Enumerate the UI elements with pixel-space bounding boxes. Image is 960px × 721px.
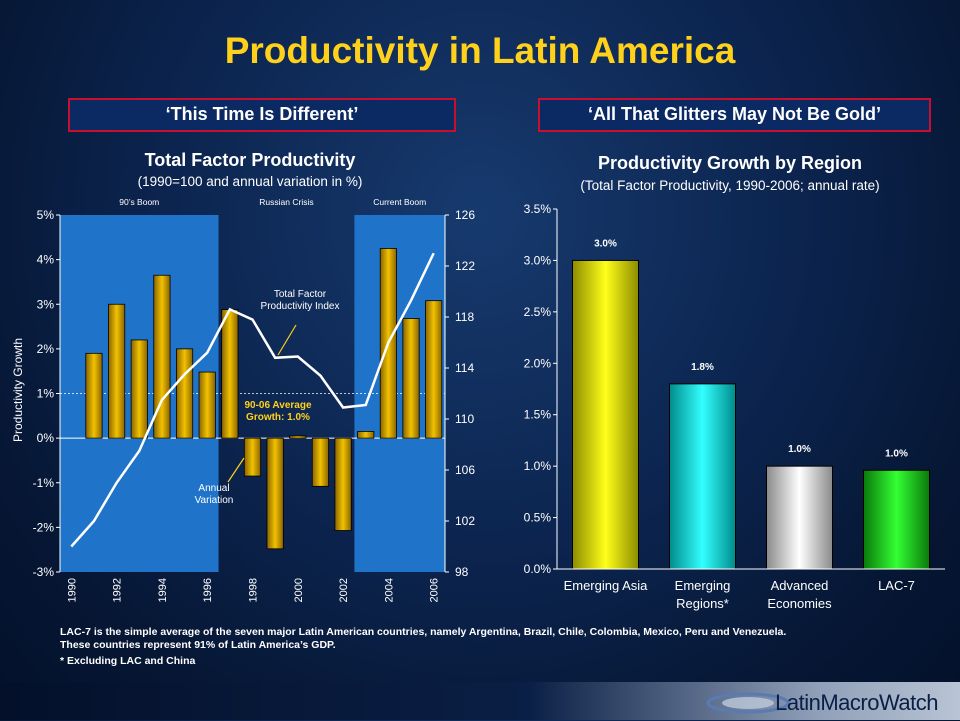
y2-tick-label: 126 xyxy=(455,208,475,222)
category-label: Emerging xyxy=(675,578,731,593)
y2-tick-label: 102 xyxy=(455,514,475,528)
y-axis-title: Productivity Growth xyxy=(11,338,25,442)
data-label: 3.0% xyxy=(594,238,617,249)
bar xyxy=(198,371,216,439)
footnote-line-1: LAC-7 is the simple average of the seven… xyxy=(60,626,787,638)
right-chart-subtitle: (Total Factor Productivity, 1990-2006; a… xyxy=(580,178,880,193)
y-tick-label: 1.0% xyxy=(524,459,552,473)
y-tick-label: 5% xyxy=(37,208,55,222)
tfp-chart: 90’s Boom Russian Crisis Current Boom 5% 4% 3… xyxy=(11,197,475,602)
category-label: Economies xyxy=(767,596,832,611)
category-label: Regions* xyxy=(676,596,729,611)
y-tick-label: 2% xyxy=(37,342,55,356)
bar xyxy=(85,352,103,439)
data-label: 1.0% xyxy=(788,444,811,455)
bar xyxy=(402,318,420,439)
y2-tick-label: 98 xyxy=(455,565,469,579)
footnote: LAC-7 is the simple average of the seven… xyxy=(60,626,920,668)
index-arrow xyxy=(277,324,297,356)
index-line xyxy=(70,252,435,548)
right-chart-title: Productivity Growth by Region xyxy=(597,153,862,173)
period-label: 90’s Boom xyxy=(119,197,159,207)
index-annotation: Total Factor xyxy=(274,289,327,300)
average-annotation: Growth: 1.0% xyxy=(246,412,310,423)
x-tick-label: 1990 xyxy=(66,578,78,602)
y-tick-label: -2% xyxy=(33,520,55,534)
y-tick-label: 4% xyxy=(37,253,55,267)
y2-tick-label: 122 xyxy=(455,259,475,273)
y-tick-label: 3.0% xyxy=(524,253,552,267)
period-label: Current Boom xyxy=(373,197,426,207)
y-tick-label: 2.5% xyxy=(524,305,552,319)
y-tick-label: -3% xyxy=(33,565,55,579)
x-tick-label: 2000 xyxy=(293,578,305,602)
y2-tick-label: 114 xyxy=(455,361,474,375)
y2-tick-label: 118 xyxy=(455,310,474,324)
bar xyxy=(266,437,284,550)
y-tick-label: 2.0% xyxy=(524,356,552,370)
bar xyxy=(766,465,833,570)
bar xyxy=(130,339,148,439)
category-label: LAC-7 xyxy=(878,578,915,593)
bar xyxy=(572,259,639,570)
x-tick-label: 1994 xyxy=(157,578,169,602)
bar xyxy=(153,274,171,439)
variation-arrow xyxy=(227,457,245,483)
bar xyxy=(311,437,329,487)
variation-annotation: Variation xyxy=(195,495,234,506)
right-heading-box: ‘All That Glitters May Not Be Gold’ xyxy=(538,98,931,132)
page-title: Productivity in Latin America xyxy=(224,30,736,71)
index-annotation: Productivity Index xyxy=(261,301,340,312)
bar xyxy=(243,437,262,477)
y2-tick-label: 106 xyxy=(455,463,475,477)
bar xyxy=(863,469,930,570)
bar xyxy=(357,431,375,439)
footnote-line-3: * Excluding LAC and China xyxy=(60,655,196,667)
footer-band xyxy=(0,682,960,720)
period-label: Russian Crisis xyxy=(259,197,313,207)
globe-logo-icon xyxy=(704,690,792,721)
y-tick-label: 1.5% xyxy=(524,408,552,422)
left-chart-title: Total Factor Productivity xyxy=(144,150,356,170)
region-chart: 3.5% 3.0% 2.5% 2.0% 1.5% 1.0% 0.5% 0.0% 3.0% Emer… xyxy=(524,202,930,611)
bar xyxy=(425,300,443,439)
left-heading-box: ‘This Time Is Different’ xyxy=(68,98,456,132)
data-label: 1.0% xyxy=(885,448,908,459)
bar xyxy=(334,437,352,531)
y-tick-label: 3.5% xyxy=(524,202,552,216)
bar xyxy=(289,435,307,439)
footnote-line-2: These countries represent 91% of Latin A… xyxy=(60,639,336,651)
y-tick-label: -1% xyxy=(33,476,55,490)
average-annotation: 90-06 Average xyxy=(244,400,312,411)
x-tick-label: 2004 xyxy=(383,578,395,602)
y-tick-label: 0% xyxy=(37,431,55,445)
y2-tick-label: 110 xyxy=(455,412,474,426)
bar xyxy=(669,383,736,570)
left-chart-subtitle: (1990=100 and annual variation in %) xyxy=(137,174,363,189)
brand-logo-text: LatinMacroWatch xyxy=(775,690,938,715)
category-label: Advanced xyxy=(771,578,829,593)
x-tick-label: 1998 xyxy=(248,578,260,602)
data-label: 1.8% xyxy=(691,362,714,373)
category-label: Emerging Asia xyxy=(564,578,649,593)
y-tick-label: 0.5% xyxy=(524,511,552,525)
x-tick-label: 2006 xyxy=(429,578,441,602)
bar xyxy=(108,303,126,439)
x-tick-label: 1992 xyxy=(112,578,124,602)
x-tick-label: 2002 xyxy=(338,578,350,602)
x-tick-label: 1996 xyxy=(202,578,214,602)
y-tick-label: 1% xyxy=(37,387,55,401)
y-tick-label: 3% xyxy=(37,297,55,311)
variation-annotation: Annual xyxy=(198,483,229,494)
y-tick-label: 0.0% xyxy=(524,562,552,576)
